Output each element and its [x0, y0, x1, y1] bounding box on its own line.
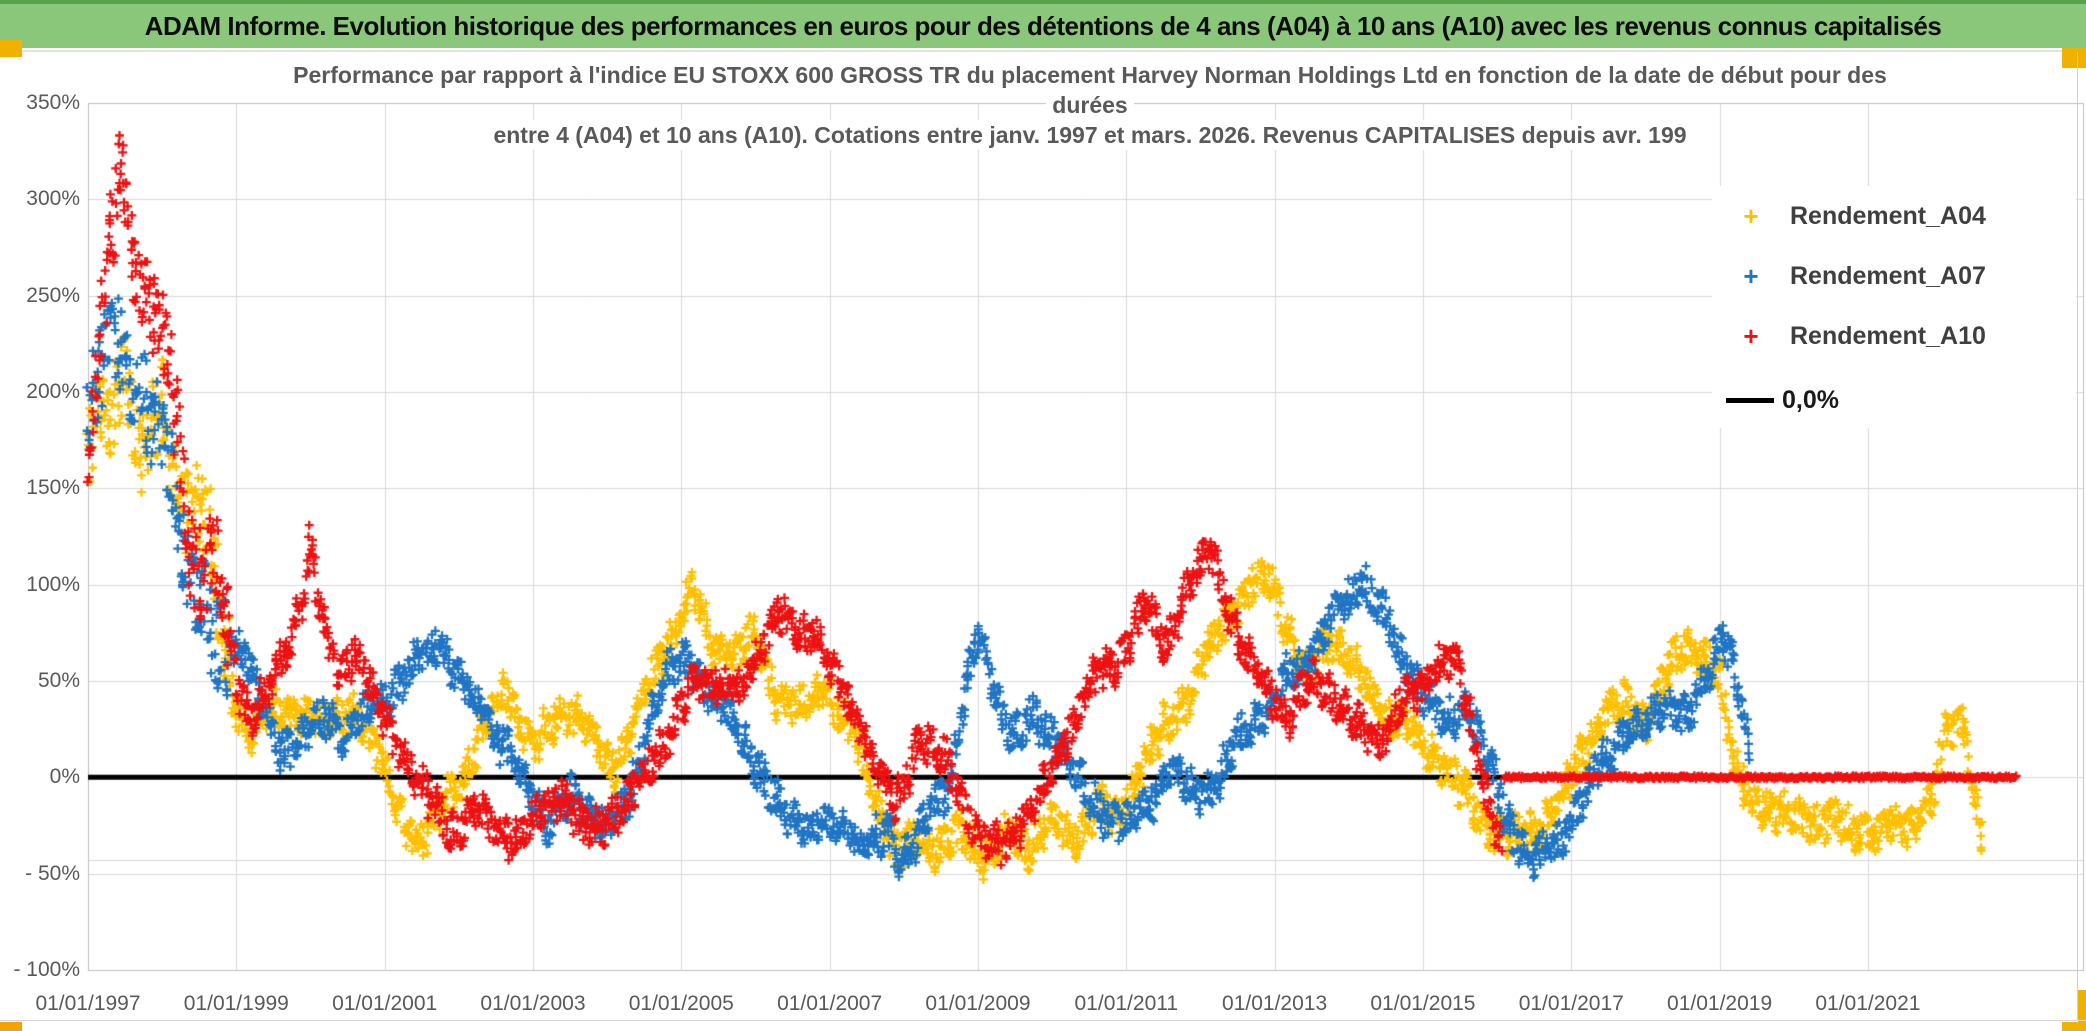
legend: + Rendement_A04 + Rendement_A07 + Rendem… [1712, 186, 2076, 428]
x-tick-label: 01/01/2003 [480, 992, 586, 1015]
y-tick-label: - 100% [13, 958, 80, 981]
x-tick-label: 01/01/2021 [1815, 992, 1921, 1015]
x-tick-label: 01/01/2011 [1074, 992, 1179, 1015]
x-tick-label: 01/01/1999 [183, 992, 289, 1015]
y-tick-label: 200% [26, 380, 80, 403]
y-tick-label: 150% [26, 476, 80, 500]
y-tick-label: 350% [26, 91, 80, 114]
zero-line-swatch-icon [1726, 397, 1774, 403]
chart-title-line-2: durées [1046, 90, 1134, 120]
legend-label-a07: Rendement_A07 [1790, 261, 1986, 290]
a04-plus-marker-icon: + [1743, 201, 1759, 231]
legend-item-rendement-a10: + Rendement_A10 [1712, 314, 2076, 358]
legend-label-a10: Rendement_A10 [1790, 321, 1986, 350]
y-tick-label: - 50% [25, 861, 80, 885]
x-tick-label: 01/01/2015 [1370, 992, 1476, 1015]
y-tick-label: 250% [26, 283, 80, 307]
legend-label-zero: 0,0% [1782, 385, 1839, 414]
x-tick-label: 01/01/2019 [1667, 992, 1773, 1015]
y-tick-label: 0% [49, 765, 80, 789]
legend-item-rendement-a07: + Rendement_A07 [1712, 254, 2076, 298]
y-tick-label: 300% [26, 187, 80, 211]
x-tick-label: 01/01/1997 [35, 992, 141, 1015]
y-tick-label: 50% [37, 669, 80, 692]
legend-item-zero-line: 0,0% [1712, 378, 2076, 422]
x-tick-label: 01/01/2009 [925, 992, 1031, 1015]
x-tick-label: 01/01/2007 [777, 992, 883, 1015]
x-tick-label: 01/01/2001 [332, 992, 438, 1015]
a07-plus-marker-icon: + [1743, 261, 1759, 291]
y-tick-label: 100% [26, 572, 80, 596]
x-tick-label: 01/01/2013 [1222, 992, 1328, 1015]
chart-title-line-3: entre 4 (A04) et 10 ans (A10). Cotations… [487, 120, 1693, 150]
chart-title: Performance par rapport à l'indice EU ST… [100, 60, 2080, 150]
legend-label-a04: Rendement_A04 [1790, 201, 1986, 230]
chart-title-line-1: Performance par rapport à l'indice EU ST… [287, 60, 1893, 90]
x-tick-label: 01/01/2017 [1518, 992, 1624, 1015]
legend-item-rendement-a04: + Rendement_A04 [1712, 194, 2076, 238]
x-tick-label: 01/01/2005 [628, 992, 734, 1015]
a10-plus-marker-icon: + [1743, 321, 1759, 351]
